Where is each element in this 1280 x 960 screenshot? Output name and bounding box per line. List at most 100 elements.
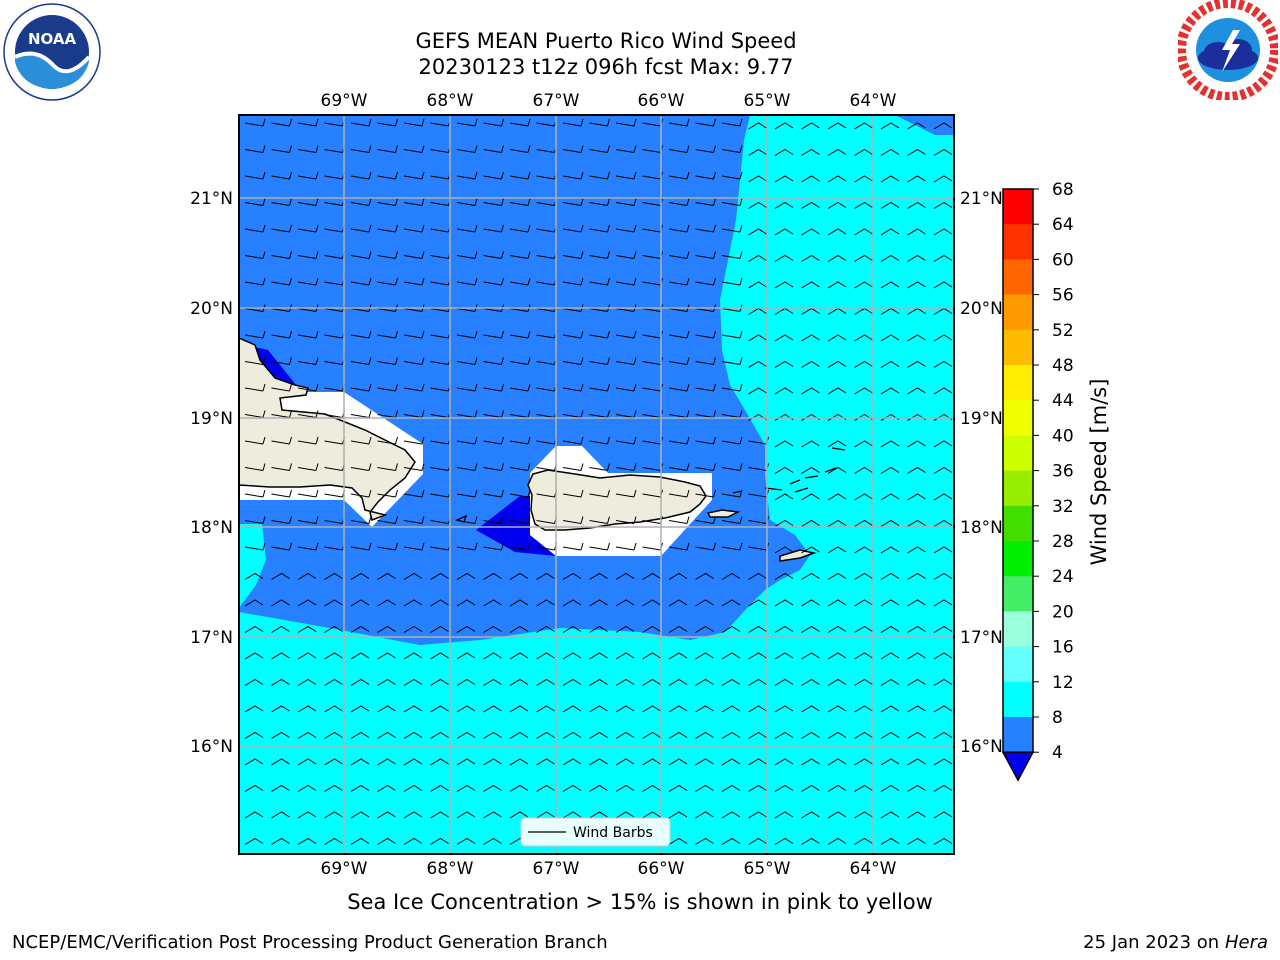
wind-barb xyxy=(774,254,794,262)
wind-barb xyxy=(271,357,292,365)
wind-barb xyxy=(907,360,926,368)
wind-barb xyxy=(854,175,873,183)
wind-barb xyxy=(933,281,953,289)
wind-barb xyxy=(403,383,425,392)
wind-barb xyxy=(483,516,504,524)
wind-barb xyxy=(933,201,953,209)
wind-barb xyxy=(774,572,794,580)
wind-barb xyxy=(403,652,423,660)
wind-barb xyxy=(536,731,555,739)
wind-barb xyxy=(721,198,743,206)
wind-field-8-12 xyxy=(239,115,954,854)
wind-barb xyxy=(377,625,396,633)
wind-barb xyxy=(297,784,317,792)
colorbar-segment xyxy=(1003,365,1033,401)
wind-barb xyxy=(721,330,743,339)
wind-barb xyxy=(615,330,637,339)
wind-barb xyxy=(430,784,449,792)
wind-barb xyxy=(483,224,504,233)
wind-barb xyxy=(668,463,690,471)
wind-barb xyxy=(721,463,743,471)
wind-barb xyxy=(403,357,425,365)
wind-barb xyxy=(589,330,610,339)
wind-barb xyxy=(774,466,794,474)
wind-barb xyxy=(748,758,767,766)
wind-barb xyxy=(377,118,398,127)
wind-barb xyxy=(456,542,478,551)
wind-barb xyxy=(483,118,504,127)
wind-barb xyxy=(271,171,292,180)
lon-label-top: 64°W xyxy=(850,91,897,111)
wind-barb xyxy=(456,784,476,792)
wind-barb xyxy=(456,599,476,607)
wind-barb xyxy=(615,145,637,153)
wind-barb xyxy=(403,330,425,339)
wind-barb xyxy=(933,546,953,554)
wind-barb xyxy=(483,652,502,660)
wind-barb xyxy=(748,281,767,289)
wind-barb xyxy=(350,705,370,713)
wind-barb xyxy=(271,542,292,551)
wind-barb xyxy=(854,758,873,766)
wind-barb xyxy=(695,171,716,180)
wind-barb xyxy=(271,251,292,259)
lat-label-right: 19°N xyxy=(960,409,1003,429)
wind-barb xyxy=(562,277,584,286)
wind-barb xyxy=(297,224,319,233)
wind-barb xyxy=(615,463,637,471)
wind-field-under-4-south xyxy=(476,496,556,556)
colorbar-tick-label: 32 xyxy=(1052,497,1074,517)
wind-barb xyxy=(456,463,478,471)
lon-label-bottom: 67°W xyxy=(533,859,580,879)
wind-barb xyxy=(880,175,900,183)
wind-barb xyxy=(403,224,425,233)
wind-barb xyxy=(933,122,953,130)
wind-barb xyxy=(483,463,504,471)
wind-barb xyxy=(271,463,292,471)
wind-barb xyxy=(854,546,873,554)
wind-barb xyxy=(695,383,716,392)
wind-barb xyxy=(589,516,610,524)
wind-barb xyxy=(642,652,661,660)
wind-barb xyxy=(668,383,690,392)
wind-barb xyxy=(297,678,317,686)
wind-barb xyxy=(377,758,396,766)
wind-barb xyxy=(244,410,266,418)
wind-barb xyxy=(721,652,741,660)
wind-barb xyxy=(748,625,767,633)
wind-barb xyxy=(933,599,953,607)
wind-barb xyxy=(562,224,584,233)
wind-barb xyxy=(695,436,716,445)
footer-machine: Hera xyxy=(1224,932,1268,953)
lat-label-right: 18°N xyxy=(960,518,1003,538)
wind-barb xyxy=(297,436,319,445)
wind-barb xyxy=(695,277,716,286)
wind-barb xyxy=(695,330,716,339)
wind-barb xyxy=(854,519,873,527)
wind-barb xyxy=(589,171,610,180)
wind-barb xyxy=(827,625,847,633)
colorbar-segment xyxy=(1003,717,1033,753)
wind-barb xyxy=(244,542,266,551)
wind-barb xyxy=(615,758,635,766)
wind-barb xyxy=(403,145,425,153)
wind-barb xyxy=(854,387,873,395)
land-virgin-islands xyxy=(764,447,846,493)
wind-barb xyxy=(880,334,900,342)
wind-barb xyxy=(536,572,555,580)
wind-barb xyxy=(536,784,555,792)
wind-barb xyxy=(642,731,661,739)
wind-barb xyxy=(350,572,370,580)
wind-barb xyxy=(562,652,582,660)
wind-barb xyxy=(403,837,423,845)
wind-barb xyxy=(456,837,476,845)
wind-barb xyxy=(907,466,926,474)
wind-barb xyxy=(748,678,767,686)
wind-barb xyxy=(377,198,398,206)
wind-barb xyxy=(827,652,847,660)
wind-barb xyxy=(642,572,661,580)
colorbar-segment xyxy=(1003,470,1033,507)
wind-barb xyxy=(615,277,637,286)
wind-barb xyxy=(615,118,637,127)
